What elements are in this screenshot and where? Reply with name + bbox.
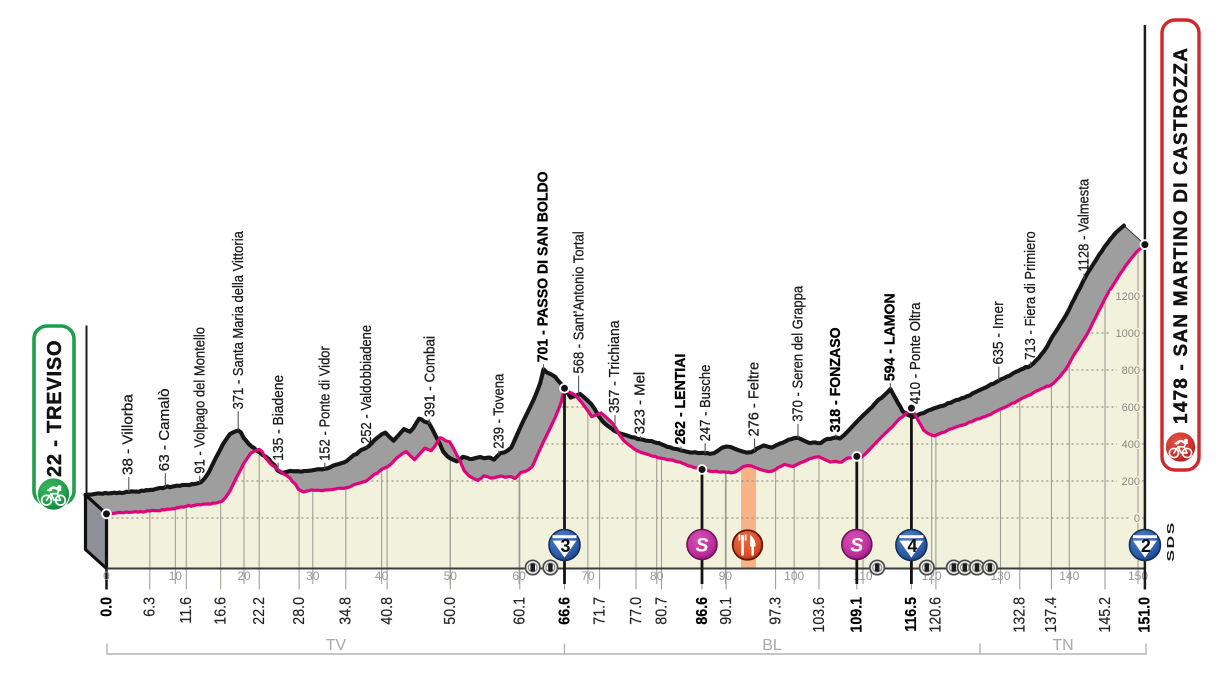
svg-text:100: 100 [784, 569, 804, 583]
svg-text:600: 600 [1122, 402, 1140, 414]
svg-text:80.7: 80.7 [653, 597, 671, 625]
svg-text:252 - Valdobbiadene: 252 - Valdobbiadene [358, 325, 374, 444]
svg-text:116.5: 116.5 [902, 597, 920, 632]
svg-text:0: 0 [1134, 513, 1140, 525]
svg-text:135 - Biadene: 135 - Biadene [270, 375, 286, 461]
svg-text:145.2: 145.2 [1096, 597, 1114, 633]
svg-text:20: 20 [237, 569, 251, 583]
svg-text:391 - Combai: 391 - Combai [421, 336, 438, 417]
svg-text:60: 60 [512, 569, 526, 583]
svg-text:150: 150 [1128, 569, 1148, 583]
svg-text:239 - Tovena: 239 - Tovena [491, 373, 507, 448]
svg-text:90.1: 90.1 [717, 597, 735, 625]
svg-text:97.3: 97.3 [767, 597, 785, 625]
svg-text:701 - PASSO DI SAN BOLDO: 701 - PASSO DI SAN BOLDO [535, 171, 551, 362]
svg-text:0: 0 [103, 569, 110, 583]
svg-text:1128 - Valmesta: 1128 - Valmesta [1076, 179, 1092, 272]
svg-text:109.1: 109.1 [848, 597, 866, 633]
svg-text:1000: 1000 [1116, 328, 1140, 340]
svg-text:132.8: 132.8 [1011, 597, 1029, 633]
svg-text:28.0: 28.0 [290, 597, 308, 625]
svg-text:137.4: 137.4 [1042, 597, 1060, 633]
svg-text:10: 10 [169, 569, 183, 583]
svg-text:800: 800 [1122, 365, 1140, 377]
svg-text:30: 30 [306, 569, 320, 583]
svg-text:22.2: 22.2 [250, 597, 268, 625]
svg-text:0.0: 0.0 [98, 597, 116, 617]
svg-text:103.6: 103.6 [810, 597, 828, 633]
svg-text:S: S [850, 535, 863, 557]
svg-text:50.0: 50.0 [441, 597, 459, 625]
svg-text:2: 2 [1141, 536, 1151, 556]
svg-text:110: 110 [853, 569, 872, 583]
svg-text:1200: 1200 [1116, 291, 1140, 303]
svg-text:34.8: 34.8 [337, 597, 355, 625]
svg-text:77.0: 77.0 [627, 597, 645, 625]
svg-text:6.3: 6.3 [141, 597, 159, 617]
svg-text:S: S [695, 535, 708, 557]
svg-text:SDS: SDS [1165, 521, 1177, 561]
svg-text:66.6: 66.6 [556, 597, 574, 625]
svg-text:568 - Sant’Antonio Tortal: 568 - Sant’Antonio Tortal [571, 231, 587, 373]
svg-text:3: 3 [561, 536, 571, 556]
svg-text:357 - Trichiana: 357 - Trichiana [607, 320, 623, 413]
svg-text:40.8: 40.8 [378, 597, 396, 625]
svg-text:BL: BL [762, 637, 782, 654]
svg-text:70: 70 [581, 569, 595, 583]
svg-text:63 - Camalò: 63 - Camalò [157, 388, 173, 471]
svg-text:262 - LENTIAI: 262 - LENTIAI [673, 354, 689, 445]
svg-text:TN: TN [1052, 637, 1073, 654]
svg-text:1478 - SAN MARTINO DI CASTROZZ: 1478 - SAN MARTINO DI CASTROZZA [1171, 47, 1192, 424]
svg-text:318 - FONZASO: 318 - FONZASO [828, 327, 844, 432]
svg-text:400: 400 [1122, 439, 1140, 451]
svg-text:140: 140 [1059, 569, 1079, 583]
svg-text:22 - TREVISO: 22 - TREVISO [44, 340, 66, 477]
svg-text:151.0: 151.0 [1136, 597, 1154, 633]
svg-text:86.6: 86.6 [693, 597, 711, 625]
svg-text:38 - Villorba: 38 - Villorba [121, 393, 137, 475]
svg-text:120.6: 120.6 [927, 597, 945, 633]
svg-text:370 - Seren del Grappa: 370 - Seren del Grappa [790, 286, 806, 422]
svg-text:50: 50 [444, 569, 458, 583]
svg-text:71.7: 71.7 [591, 597, 609, 625]
svg-text:594 - LAMON: 594 - LAMON [882, 293, 898, 381]
svg-text:276 - Feltre: 276 - Feltre [747, 362, 763, 437]
svg-text:635 - Imer: 635 - Imer [991, 301, 1007, 365]
svg-text:247 - Busche: 247 - Busche [697, 364, 713, 441]
svg-text:200: 200 [1122, 476, 1140, 488]
svg-text:410 - Ponte Oltra: 410 - Ponte Oltra [907, 302, 924, 404]
svg-text:91 - Volpago del Montello: 91 - Volpago del Montello [192, 327, 208, 474]
svg-text:TV: TV [326, 637, 347, 654]
svg-text:4: 4 [907, 536, 917, 556]
svg-text:152 - Ponte di Vidor: 152 - Ponte di Vidor [317, 346, 333, 461]
svg-text:40: 40 [375, 569, 389, 583]
svg-text:16.6: 16.6 [212, 597, 230, 625]
svg-text:60.1: 60.1 [511, 597, 529, 625]
svg-text:11.6: 11.6 [177, 597, 195, 624]
svg-text:323 - Mel: 323 - Mel [633, 372, 649, 434]
svg-text:90: 90 [719, 569, 733, 583]
svg-text:371 - Santa Maria della Vittor: 371 - Santa Maria della Vittoria [230, 231, 246, 410]
svg-text:713 - Fiera di Primiero: 713 - Fiera di Primiero [1023, 231, 1039, 360]
svg-text:80: 80 [650, 569, 664, 583]
